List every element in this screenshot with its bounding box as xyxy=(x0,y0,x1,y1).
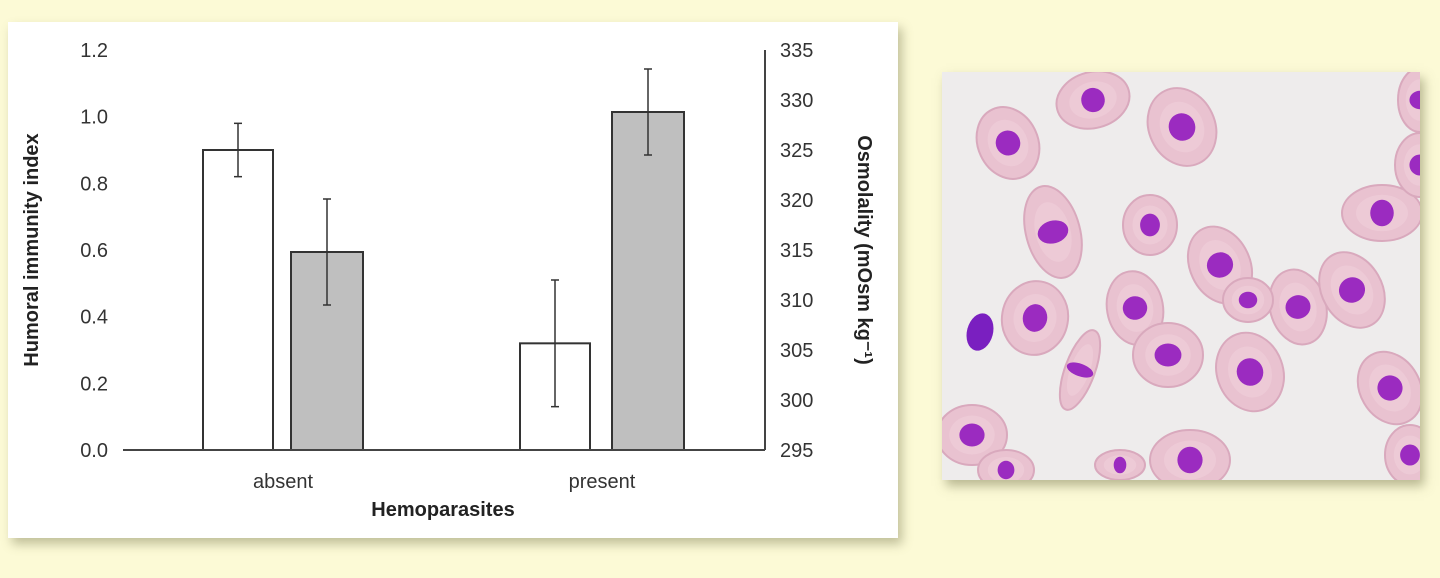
y-tick-label-left: 0.0 xyxy=(80,440,108,462)
category-label-absent: absent xyxy=(253,471,313,493)
y-tick-label-left: 0.6 xyxy=(80,240,108,262)
red-blood-cell xyxy=(1341,184,1420,242)
red-blood-cell xyxy=(942,404,1008,466)
red-blood-cell xyxy=(1215,331,1285,413)
red-blood-cell xyxy=(1105,270,1165,346)
x-axis-title: Hemoparasites xyxy=(371,499,514,521)
red-blood-cell xyxy=(1384,424,1420,480)
y-tick-label-right: 330 xyxy=(780,90,813,112)
y-tick-label-right: 320 xyxy=(780,190,813,212)
red-blood-cell xyxy=(1146,87,1218,167)
red-blood-cell xyxy=(975,106,1041,180)
y-tick-label-right: 305 xyxy=(780,340,813,362)
y-tick-label-right: 295 xyxy=(780,440,813,462)
error-bar xyxy=(323,198,331,306)
bar-present-osmolality xyxy=(611,111,685,451)
red-blood-cell xyxy=(1122,194,1178,256)
category-label-present: present xyxy=(569,471,636,493)
red-blood-cell xyxy=(1149,429,1231,480)
red-blood-cell xyxy=(1055,72,1131,130)
error-bar xyxy=(644,68,652,156)
error-bar xyxy=(551,279,559,408)
red-blood-cell xyxy=(1394,132,1420,198)
red-blood-cell xyxy=(1397,72,1420,133)
y-tick-label-right: 325 xyxy=(780,140,813,162)
chart-panel: 0.0 0.2 0.4 0.6 0.8 1.0 1.2 295 300 305 310 315 320… xyxy=(8,22,898,538)
bar-absent-immunity xyxy=(202,149,274,451)
micrograph-image xyxy=(942,72,1420,480)
y-tick-label-left: 0.8 xyxy=(80,173,108,195)
red-blood-cell xyxy=(1023,185,1083,279)
y-tick-label-right: 335 xyxy=(780,40,813,62)
lymphocyte xyxy=(966,313,994,351)
red-blood-cell xyxy=(1000,280,1070,356)
red-blood-cell xyxy=(1132,322,1204,388)
blood-smear-micrograph xyxy=(942,72,1420,480)
y-tick-label-left: 1.2 xyxy=(80,40,108,62)
red-blood-cell xyxy=(1318,251,1386,329)
y-tick-label-right: 315 xyxy=(780,240,813,262)
red-blood-cell xyxy=(1058,329,1102,411)
error-bar xyxy=(234,122,242,178)
red-blood-cell xyxy=(1268,268,1328,346)
red-blood-cell xyxy=(977,449,1035,480)
red-blood-cell xyxy=(1094,449,1146,480)
red-blood-cell xyxy=(1222,277,1274,323)
y-tick-label-right: 310 xyxy=(780,290,813,312)
y-axis-title-left: Humoral immunity index xyxy=(21,133,43,366)
y-tick-label-left: 1.0 xyxy=(80,107,108,129)
y-tick-label-right: 300 xyxy=(780,390,813,412)
red-blood-cell xyxy=(1356,350,1420,426)
y-axis-title-right: Osmolality (mOsm kg⁻¹) xyxy=(853,135,875,365)
y-tick-label-left: 0.2 xyxy=(80,373,108,395)
y-tick-label-left: 0.4 xyxy=(80,307,108,329)
bar-chart: 0.0 0.2 0.4 0.6 0.8 1.0 1.2 295 300 305 310 315 320… xyxy=(21,40,875,521)
